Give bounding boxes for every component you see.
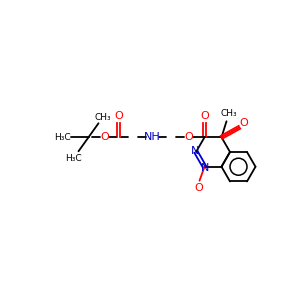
Text: O: O xyxy=(100,132,109,142)
Text: H₃C: H₃C xyxy=(65,154,82,163)
Text: NH: NH xyxy=(144,132,161,142)
Text: O: O xyxy=(194,183,203,193)
Text: O: O xyxy=(239,118,248,128)
Text: CH₃: CH₃ xyxy=(94,113,111,122)
Text: H₃C: H₃C xyxy=(54,133,71,142)
Text: O: O xyxy=(114,111,123,121)
Text: O: O xyxy=(200,111,209,121)
Text: CH₃: CH₃ xyxy=(220,109,237,118)
Text: O: O xyxy=(184,132,193,142)
Text: N: N xyxy=(201,163,210,173)
Text: N: N xyxy=(191,146,199,156)
